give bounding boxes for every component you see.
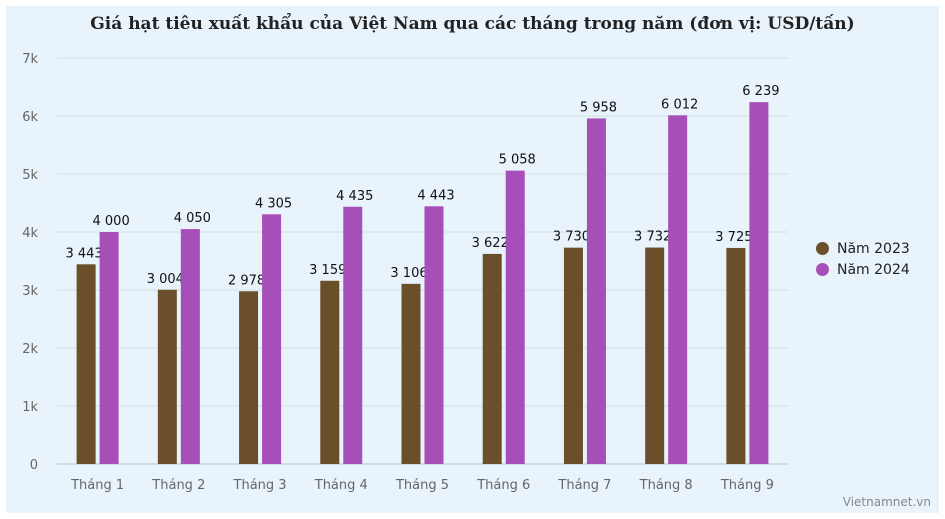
legend-label-2024: Năm 2024 (837, 261, 910, 278)
data-label: 6 239 (742, 84, 779, 99)
x-tick-label: Tháng 9 (720, 478, 774, 493)
bar (505, 170, 525, 465)
bar (157, 289, 177, 464)
y-tick-label: 0 (30, 458, 38, 473)
bar (76, 264, 96, 464)
data-label: 4 000 (93, 214, 130, 229)
chart-title: Giá hạt tiêu xuất khẩu của Việt Nam qua … (90, 14, 855, 34)
x-tick-label: Tháng 5 (395, 478, 449, 493)
bar (482, 253, 502, 464)
legend-label-2023: Năm 2023 (837, 240, 910, 257)
bar (239, 291, 259, 464)
chart-legend: Năm 2023 Năm 2024 (816, 238, 910, 280)
data-label: 6 012 (661, 97, 698, 112)
y-tick-label: 3k (22, 284, 38, 299)
x-tick-label: Tháng 6 (476, 478, 530, 493)
data-label: 4 305 (255, 196, 292, 211)
bar (586, 118, 606, 464)
data-label: 4 435 (336, 189, 373, 204)
bar (726, 247, 746, 464)
data-label: 5 958 (580, 100, 617, 115)
x-tick-label: Tháng 1 (70, 478, 124, 493)
data-label: 3 004 (147, 272, 184, 287)
data-label: 3 443 (66, 246, 103, 261)
data-label: 3 732 (634, 230, 671, 245)
legend-item-2024[interactable]: Năm 2024 (816, 259, 910, 280)
bar (180, 229, 200, 464)
bar (668, 115, 688, 464)
bar (262, 214, 282, 464)
bar (99, 232, 119, 464)
bar (320, 280, 340, 464)
data-label: 4 050 (174, 211, 211, 226)
x-tick-label: Tháng 7 (557, 478, 611, 493)
x-tick-label: Tháng 8 (639, 478, 693, 493)
y-tick-label: 7k (22, 52, 38, 67)
bar (645, 247, 665, 464)
legend-swatch-2023 (816, 242, 829, 255)
data-label: 4 443 (417, 188, 454, 203)
y-tick-label: 5k (22, 168, 38, 183)
data-label: 3 730 (553, 230, 590, 245)
y-tick-label: 6k (22, 110, 38, 125)
data-label: 5 058 (499, 153, 536, 168)
x-tick-label: Tháng 4 (314, 478, 368, 493)
data-label: 3 725 (715, 230, 752, 245)
legend-item-2023[interactable]: Năm 2023 (816, 238, 910, 259)
bar (401, 283, 421, 464)
data-label: 2 978 (228, 273, 265, 288)
y-tick-label: 1k (22, 400, 38, 415)
bar (424, 206, 444, 464)
bar (749, 102, 769, 464)
y-tick-label: 4k (22, 226, 38, 241)
data-label: 3 622 (472, 236, 509, 251)
legend-swatch-2024 (816, 263, 829, 276)
y-tick-label: 2k (22, 342, 38, 357)
bar (343, 206, 363, 464)
data-label: 3 106 (390, 266, 427, 281)
bar (563, 247, 583, 464)
x-tick-label: Tháng 2 (151, 478, 205, 493)
source-credit: Vietnamnet.vn (842, 495, 931, 509)
data-label: 3 159 (309, 263, 346, 278)
x-tick-label: Tháng 3 (233, 478, 287, 493)
